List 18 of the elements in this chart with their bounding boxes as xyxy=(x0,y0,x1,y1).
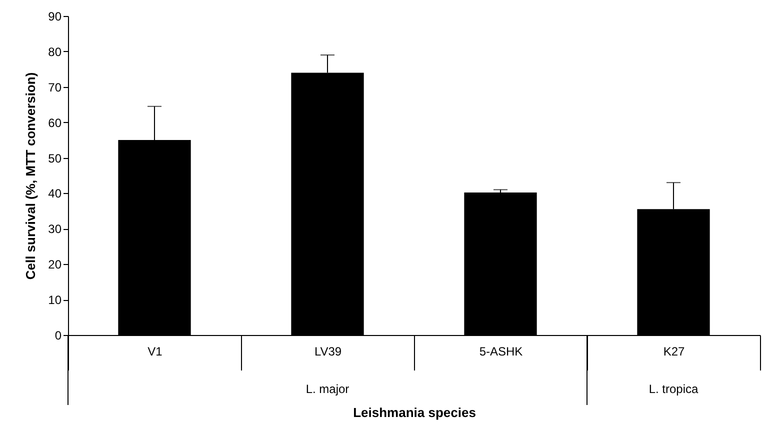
y-tick-label: 50 xyxy=(48,151,62,166)
y-tick-label: 40 xyxy=(48,186,62,201)
x-tick-label: V1 xyxy=(148,344,163,358)
y-axis-title: Cell survival (%, MTT conversion) xyxy=(23,72,38,280)
x-tick-label: K27 xyxy=(663,344,685,358)
x-tick-label: LV39 xyxy=(314,344,342,358)
y-tick-label: 80 xyxy=(48,44,62,59)
y-tick-label: 60 xyxy=(48,116,62,130)
y-tick-label: 10 xyxy=(48,293,62,308)
text: L. tropica xyxy=(648,382,699,396)
x-axis-title: Leishmania species xyxy=(353,405,476,420)
y-tick-label: 70 xyxy=(48,80,62,94)
text: L. major xyxy=(306,382,350,396)
y-tick-label: 90 xyxy=(48,10,62,24)
y-tick-label: 30 xyxy=(48,222,62,236)
y-tick-label: 0 xyxy=(54,328,62,342)
y-tick-label: 20 xyxy=(48,258,62,272)
x-tick-label: 5-ASHK xyxy=(479,344,523,358)
